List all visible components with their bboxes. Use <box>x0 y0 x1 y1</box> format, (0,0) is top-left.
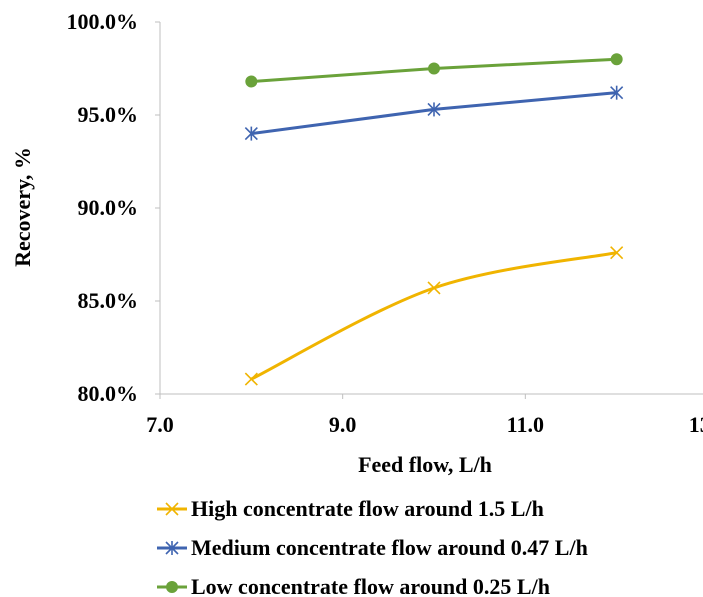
data-point <box>610 246 624 260</box>
legend-label: Low concentrate flow around 0.25 L/h <box>191 574 550 597</box>
data-point-stroke <box>165 502 179 516</box>
data-point <box>428 62 440 75</box>
x-tick-label: 11.0 <box>507 412 544 437</box>
data-point <box>165 502 179 516</box>
data-point <box>245 75 258 88</box>
axes <box>155 21 703 399</box>
data-point <box>244 372 258 386</box>
series-line <box>250 251 617 381</box>
x-tick-label: 9.0 <box>329 412 357 437</box>
x-tick-label: 7.0 <box>146 412 174 437</box>
legend-item: Low concentrate flow around 0.25 L/h <box>157 574 550 597</box>
x-axis-label: Feed flow, L/h <box>358 452 492 477</box>
data-point <box>610 85 624 100</box>
data-point <box>244 126 258 141</box>
plot-area <box>244 53 624 386</box>
legend-item: High concentrate flow around 1.5 L/h <box>157 496 544 521</box>
data-point <box>166 581 178 593</box>
data-point <box>427 281 441 295</box>
y-tick-label: 90.0% <box>78 195 139 220</box>
legend-label: High concentrate flow around 1.5 L/h <box>191 496 544 521</box>
y-axis-label: Recovery, % <box>10 147 35 267</box>
y-tick-label: 95.0% <box>78 102 139 127</box>
tick-labels: 80.0% 85.0% 90.0% 95.0% 100.0% 7.0 9.0 11.0 13.0 <box>67 9 703 437</box>
legend-item: Medium concentrate flow around 0.47 L/h <box>157 535 588 560</box>
data-point-stroke <box>244 372 258 386</box>
data-point-stroke <box>427 281 441 295</box>
data-point <box>610 53 623 66</box>
data-point-stroke <box>610 246 624 260</box>
data-point <box>427 102 441 117</box>
y-tick-label: 100.0% <box>67 9 139 34</box>
data-point <box>165 541 179 555</box>
y-tick-label: 80.0% <box>78 381 139 406</box>
y-tick-label: 85.0% <box>78 288 139 313</box>
legend-label: Medium concentrate flow around 0.47 L/h <box>191 535 588 560</box>
x-tick-label: 13.0 <box>689 412 703 437</box>
legend: High concentrate flow around 1.5 L/h Medi… <box>157 496 588 597</box>
